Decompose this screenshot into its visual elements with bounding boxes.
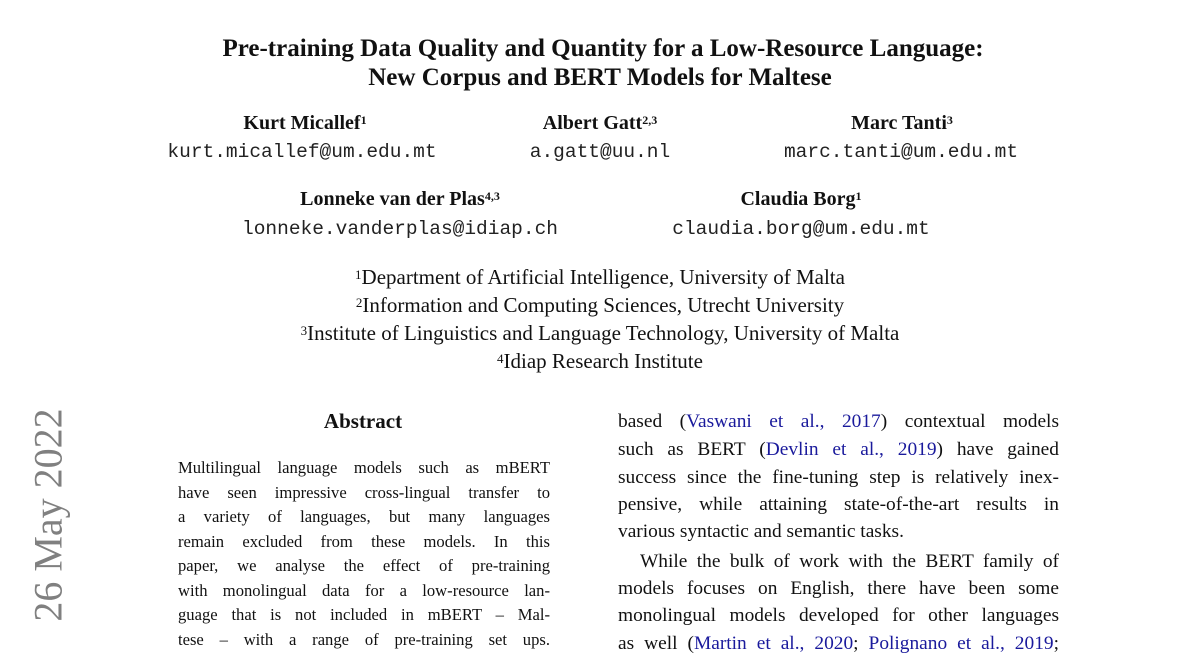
body-text: ) have gained [936,439,1059,460]
author-email: claudia.borg@um.edu.mt [672,218,930,240]
body-text: monolingual models developed for other l… [618,605,1059,626]
citation-link[interactable]: Vaswani et al., 2017 [686,411,881,432]
body-text: While the bulk of work with the BERT fam… [640,551,1059,572]
affiliation-text: Department of Artificial Intelligence, U… [361,265,845,289]
author-name-text: Kurt Micallef [243,112,361,134]
affiliation: 2Information and Computing Sciences, Utr… [356,292,844,318]
body-line: such as BERT (Devlin et al., 2019) have … [618,437,1059,463]
body-line: as well (Martin et al., 2020; Polignano … [618,631,1059,657]
affiliation-text: Institute of Linguistics and Language Te… [307,321,900,345]
body-text: models focuses on English, there have be… [618,578,1059,599]
affiliation-text: Idiap Research Institute [503,349,703,373]
body-text: based ( [618,411,687,432]
affiliation-text: Information and Computing Sciences, Utre… [362,293,845,317]
author-name: Kurt Micallef1 [243,111,366,135]
body-text: ; [1053,633,1059,654]
body-text: pensive, while attaining state-of-the-ar… [618,494,1059,515]
abstract-line: guage that is not included in mBERT – Ma… [178,605,550,624]
author-name: Claudia Borg1 [740,187,861,211]
author-email: lonneke.vanderplas@idiap.ch [242,218,558,240]
citation-link[interactable]: Polignano et al., 2019 [868,633,1054,654]
author-name-text: Claudia Borg [740,188,856,210]
affiliation-sup: 3 [300,323,308,338]
author-affil-sup: 1 [855,189,862,203]
body-line: pensive, while attaining state-of-the-ar… [618,492,1059,518]
paper-title-line-2: New Corpus and BERT Models for Maltese [368,64,832,91]
affiliation: 1Department of Artificial Intelligence, … [355,264,845,290]
body-text: ) contextual models [880,411,1059,432]
body-text: success since the fine-tuning step is re… [618,467,1059,488]
author-affil-sup: 1 [360,113,367,127]
abstract-heading: Abstract [323,409,403,433]
paper-title-line-1: Pre-training Data Quality and Quantity f… [222,35,984,62]
body-text: as well ( [618,633,694,654]
author-name: Albert Gatt2,3 [543,111,657,135]
body-line: based (Vaswani et al., 2017) contextual … [618,409,1059,435]
body-line: While the bulk of work with the BERT fam… [618,549,1059,575]
body-text: various syntactic and semantic tasks. [618,521,904,542]
body-text: such as BERT ( [618,439,766,460]
author-name-text: Lonneke van der Plas [300,188,485,210]
affiliation-sup: 2 [355,295,363,310]
abstract-line: paper, we analyse the effect of pre-trai… [178,556,550,575]
body-line: models focuses on English, there have be… [618,576,1059,602]
author-email: a.gatt@uu.nl [529,141,671,163]
author-affil-sup: 3 [946,113,953,127]
abstract-line: with monolingual data for a low-resource… [178,580,550,600]
citation-link[interactable]: Martin et al., 2020 [693,633,854,654]
author-name-text: Marc Tanti [851,112,947,134]
arxiv-date-stamp: 26 May 2022 [25,408,71,622]
citation-link[interactable]: Devlin et al., 2019 [765,439,937,460]
author-email: kurt.micallef@um.edu.mt [167,141,437,163]
abstract-line: a variety of languages, but many languag… [178,507,550,526]
author-affil-sup: 4,3 [484,189,500,203]
abstract-line: have seen impressive cross-lingual trans… [178,482,550,502]
affiliation-sup: 1 [355,267,362,282]
author-name: Lonneke van der Plas4,3 [300,187,500,211]
affiliation: 4Idiap Research Institute [497,348,703,374]
abstract-line: tese – with a range of pre-training set … [178,629,550,649]
affiliation: 3Institute of Linguistics and Language T… [301,320,900,346]
author-email: marc.tanti@um.edu.mt [783,141,1019,163]
affiliation-sup: 4 [497,351,504,366]
body-line: various syntactic and semantic tasks. [618,519,1059,545]
author-affil-sup: 2,3 [642,113,658,127]
body-line: success since the fine-tuning step is re… [618,465,1059,491]
abstract-line: remain excluded from these models. In th… [178,531,550,551]
abstract-line: Multilingual language models such as mBE… [178,458,550,477]
author-name: Marc Tanti3 [851,111,953,135]
body-text: ; [853,633,869,654]
body-line: monolingual models developed for other l… [618,603,1059,629]
author-name-text: Albert Gatt [542,112,643,134]
